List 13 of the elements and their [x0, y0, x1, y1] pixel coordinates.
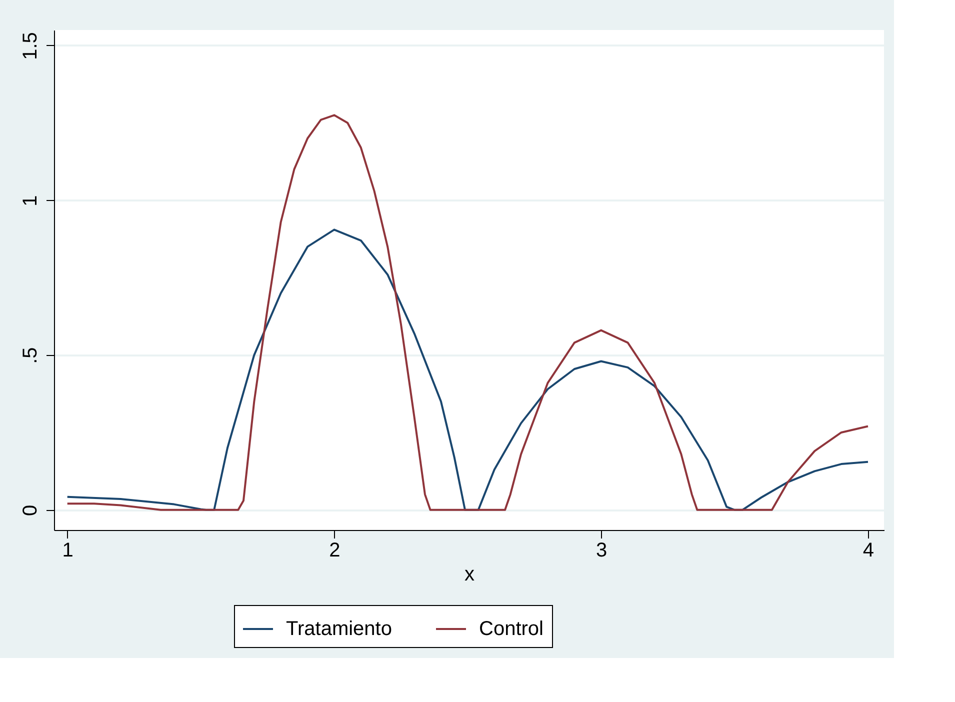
line-series [66, 114, 869, 511]
x-tick-label: 2 [329, 540, 340, 562]
legend-label: Control [479, 618, 544, 640]
y-tick-label: 1 [20, 195, 42, 206]
x-tick-label: 3 [596, 540, 608, 562]
x-tick-label: 1 [62, 540, 74, 562]
x-axis-title: x [464, 564, 474, 586]
x-tick-label: 4 [862, 540, 874, 562]
y-tick-label: .5 [20, 347, 42, 364]
y-tick-label: 1.5 [20, 32, 42, 60]
y-tick-label: 0 [20, 504, 42, 516]
legend-label: Tratamiento [286, 618, 392, 640]
line-series [66, 228, 869, 511]
